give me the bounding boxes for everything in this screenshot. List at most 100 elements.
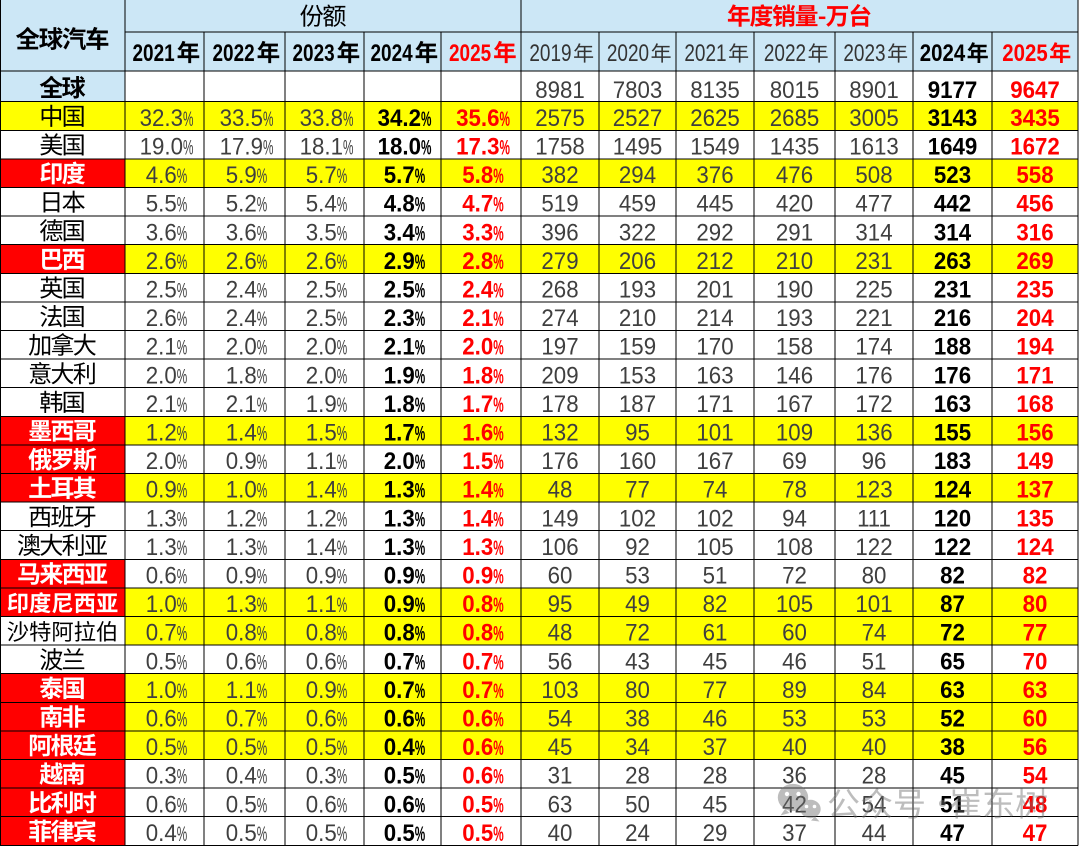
svg-text:1.4%: 1.4% bbox=[306, 476, 347, 503]
svg-text:9177: 9177 bbox=[928, 76, 978, 103]
svg-text:1.4%: 1.4% bbox=[306, 533, 347, 560]
svg-text:0.5%: 0.5% bbox=[306, 733, 347, 760]
svg-text:0.7%: 0.7% bbox=[462, 647, 503, 674]
svg-text:163: 163 bbox=[696, 361, 733, 388]
svg-text:2022: 2022 bbox=[213, 39, 255, 67]
svg-text:1.0%: 1.0% bbox=[146, 590, 187, 617]
svg-text:235: 235 bbox=[1016, 276, 1053, 303]
svg-text:82: 82 bbox=[703, 590, 728, 617]
svg-text:188: 188 bbox=[934, 333, 971, 360]
svg-text:45: 45 bbox=[548, 733, 573, 760]
svg-text:109: 109 bbox=[776, 419, 813, 446]
svg-text:294: 294 bbox=[619, 161, 656, 188]
svg-text:0.7%: 0.7% bbox=[226, 705, 267, 732]
svg-text:0.5%: 0.5% bbox=[146, 647, 187, 674]
svg-text:132: 132 bbox=[541, 419, 578, 446]
svg-text:206: 206 bbox=[619, 247, 656, 274]
svg-text:2.1%: 2.1% bbox=[384, 333, 425, 360]
svg-text:105: 105 bbox=[776, 590, 813, 617]
svg-text:56: 56 bbox=[1023, 733, 1048, 760]
svg-text:2.1%: 2.1% bbox=[146, 390, 187, 417]
svg-text:5.8%: 5.8% bbox=[462, 161, 503, 188]
svg-text:72: 72 bbox=[625, 619, 650, 646]
svg-text:123: 123 bbox=[855, 476, 892, 503]
svg-text:2.6%: 2.6% bbox=[306, 247, 347, 274]
svg-text:1.3%: 1.3% bbox=[462, 533, 503, 560]
svg-text:54: 54 bbox=[548, 705, 573, 732]
svg-text:1.0%: 1.0% bbox=[226, 476, 267, 503]
svg-text:2.0%: 2.0% bbox=[146, 447, 187, 474]
svg-text:60: 60 bbox=[1023, 705, 1048, 732]
svg-text:40: 40 bbox=[548, 819, 573, 846]
svg-text:82: 82 bbox=[1023, 562, 1048, 589]
svg-text:122: 122 bbox=[855, 533, 892, 560]
svg-text:0.8%: 0.8% bbox=[462, 590, 503, 617]
svg-text:49: 49 bbox=[625, 590, 650, 617]
svg-text:420: 420 bbox=[776, 190, 813, 217]
svg-text:523: 523 bbox=[934, 161, 971, 188]
svg-text:2.6%: 2.6% bbox=[226, 247, 267, 274]
svg-text:47: 47 bbox=[940, 819, 965, 846]
svg-text:170: 170 bbox=[696, 333, 733, 360]
svg-text:197: 197 bbox=[541, 333, 578, 360]
svg-text:1.8%: 1.8% bbox=[462, 361, 503, 388]
svg-text:106: 106 bbox=[541, 533, 578, 560]
svg-text:156: 156 bbox=[1016, 419, 1053, 446]
svg-text:65: 65 bbox=[940, 647, 965, 674]
svg-text:382: 382 bbox=[541, 161, 578, 188]
svg-text:53: 53 bbox=[625, 562, 650, 589]
svg-text:17.9%: 17.9% bbox=[220, 133, 274, 160]
svg-text:2.8%: 2.8% bbox=[462, 247, 503, 274]
svg-text:80: 80 bbox=[625, 676, 650, 703]
svg-text:74: 74 bbox=[862, 619, 887, 646]
svg-text:2.1%: 2.1% bbox=[146, 333, 187, 360]
svg-text:0.8%: 0.8% bbox=[306, 619, 347, 646]
svg-text:1.9%: 1.9% bbox=[306, 390, 347, 417]
svg-text:2023: 2023 bbox=[293, 39, 335, 67]
svg-text:0.6%: 0.6% bbox=[306, 790, 347, 817]
svg-text:84: 84 bbox=[862, 676, 887, 703]
svg-text:0.9%: 0.9% bbox=[306, 676, 347, 703]
svg-text:2.0%: 2.0% bbox=[306, 361, 347, 388]
svg-text:40: 40 bbox=[782, 733, 807, 760]
svg-text:146: 146 bbox=[776, 361, 813, 388]
svg-text:212: 212 bbox=[696, 247, 733, 274]
svg-text:190: 190 bbox=[776, 276, 813, 303]
svg-text:53: 53 bbox=[862, 705, 887, 732]
svg-text:1.4%: 1.4% bbox=[462, 504, 503, 531]
svg-text:34.2%: 34.2% bbox=[378, 104, 432, 131]
svg-text:376: 376 bbox=[696, 161, 733, 188]
svg-text:9647: 9647 bbox=[1010, 76, 1060, 103]
svg-text:159: 159 bbox=[619, 333, 656, 360]
svg-text:45: 45 bbox=[703, 647, 728, 674]
svg-text:18.1%: 18.1% bbox=[300, 133, 354, 160]
svg-text:2527: 2527 bbox=[613, 104, 663, 131]
svg-text:214: 214 bbox=[696, 304, 733, 331]
svg-text:5.7%: 5.7% bbox=[306, 161, 347, 188]
svg-text:1649: 1649 bbox=[928, 133, 978, 160]
svg-text:0.5%: 0.5% bbox=[226, 790, 267, 817]
svg-text:1.3%: 1.3% bbox=[146, 533, 187, 560]
svg-text:35.6%: 35.6% bbox=[456, 104, 510, 131]
svg-text:94: 94 bbox=[782, 504, 807, 531]
svg-text:210: 210 bbox=[619, 304, 656, 331]
svg-text:1613: 1613 bbox=[849, 133, 899, 160]
svg-text:33.8%: 33.8% bbox=[300, 104, 354, 131]
svg-text:263: 263 bbox=[934, 247, 971, 274]
svg-text:56: 56 bbox=[548, 647, 573, 674]
svg-text:2.4%: 2.4% bbox=[462, 276, 503, 303]
svg-text:45: 45 bbox=[940, 762, 965, 789]
svg-text:80: 80 bbox=[862, 562, 887, 589]
svg-text:0.5%: 0.5% bbox=[146, 733, 187, 760]
svg-text:1.7%: 1.7% bbox=[384, 419, 425, 446]
svg-text:1.6%: 1.6% bbox=[462, 419, 503, 446]
svg-text:74: 74 bbox=[703, 476, 728, 503]
svg-text:558: 558 bbox=[1016, 161, 1053, 188]
svg-text:60: 60 bbox=[782, 619, 807, 646]
svg-text:1672: 1672 bbox=[1010, 133, 1060, 160]
svg-text:0.5%: 0.5% bbox=[226, 819, 267, 846]
svg-text:167: 167 bbox=[776, 390, 813, 417]
svg-text:2019: 2019 bbox=[529, 39, 571, 67]
svg-text:0.5%: 0.5% bbox=[384, 762, 425, 789]
svg-text:2.0%: 2.0% bbox=[226, 333, 267, 360]
